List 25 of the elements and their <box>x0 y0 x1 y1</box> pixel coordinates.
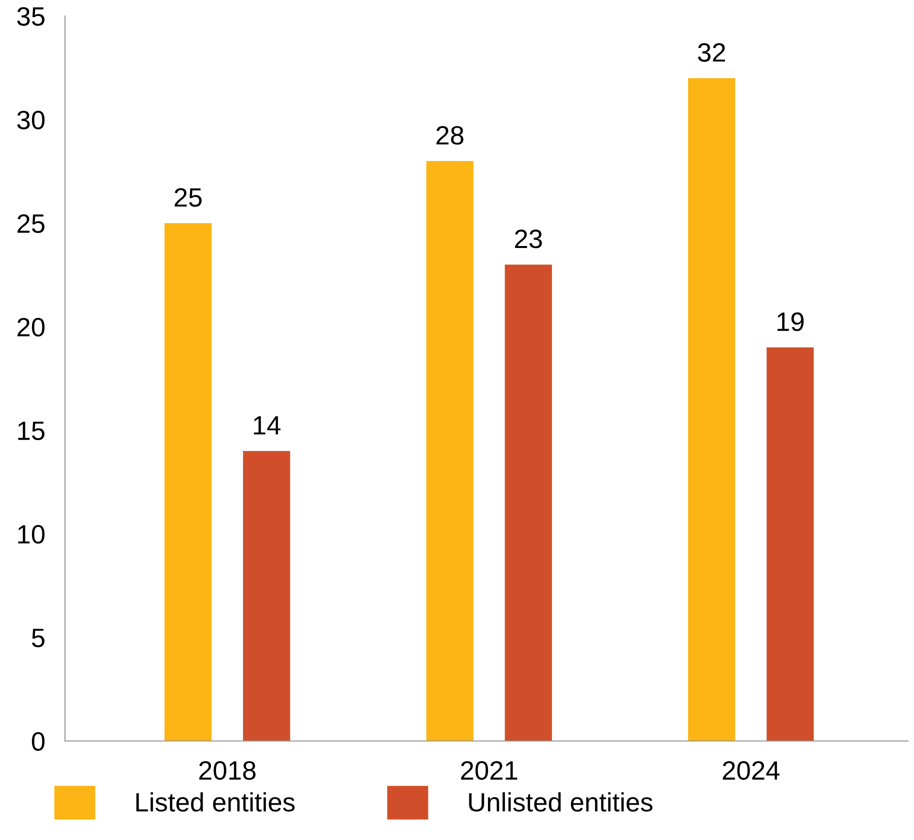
data-label: 32 <box>698 43 725 62</box>
bar <box>426 161 474 741</box>
data-label: 19 <box>778 312 804 332</box>
bar <box>243 451 290 741</box>
legend-label: Unlisted entities <box>469 792 652 812</box>
data-label: 14 <box>254 416 280 434</box>
y-tick-label: 15 <box>18 422 44 440</box>
bar <box>504 264 552 741</box>
bar <box>164 223 212 741</box>
bar <box>688 78 736 741</box>
y-tick-label: 5 <box>32 628 44 648</box>
x-tick-label: 2021 <box>461 761 518 780</box>
y-tick-label: 0 <box>32 732 45 751</box>
x-tick-label: 2018 <box>199 761 256 780</box>
y-tick-label: 35 <box>17 7 44 26</box>
y-tick-label: 10 <box>18 524 45 544</box>
x-tick-label: 2024 <box>722 761 780 780</box>
y-tick-label: 20 <box>18 318 45 337</box>
data-label: 25 <box>174 188 202 207</box>
bar <box>766 347 814 741</box>
legend-label: Listed entities <box>136 792 295 812</box>
data-label: 28 <box>436 126 464 145</box>
data-label: 23 <box>515 230 542 248</box>
y-tick-label: 25 <box>18 214 44 233</box>
y-tick-label: 30 <box>17 110 45 130</box>
